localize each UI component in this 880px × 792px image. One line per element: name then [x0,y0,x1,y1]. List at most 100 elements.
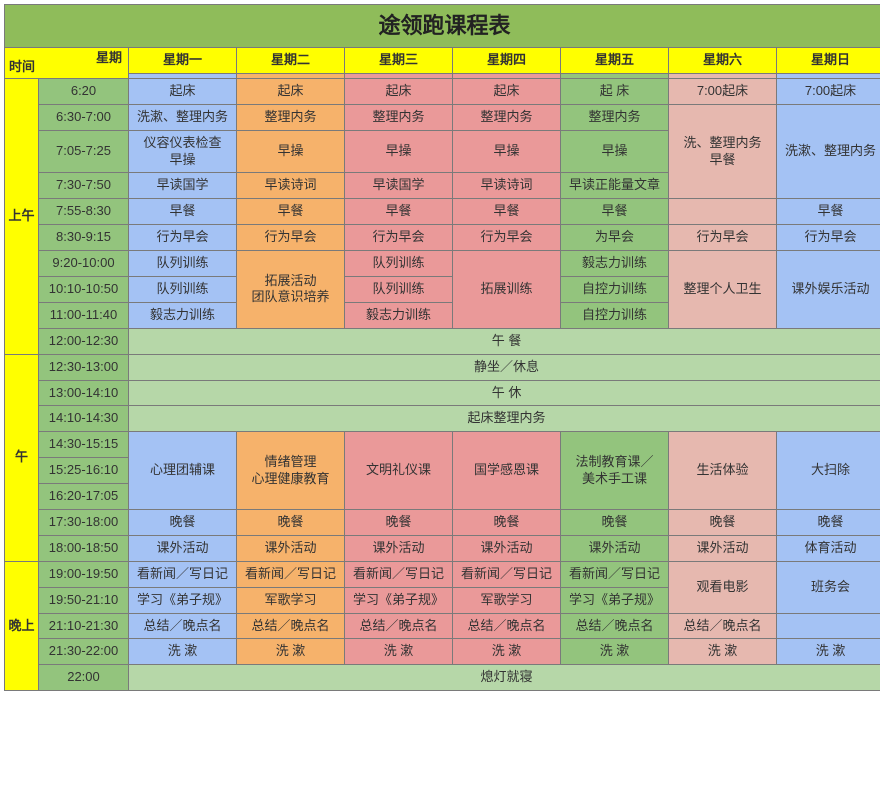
cell: 拓展活动团队意识培养 [237,251,345,329]
time-label: 12:30-13:00 [39,354,129,380]
cell [669,199,777,225]
cell: 毅志力训练 [129,302,237,328]
time-label: 11:00-11:40 [39,302,129,328]
period-noon: 午 [5,354,39,561]
corner-cell: 星期 时间 [5,48,129,79]
cell: 情绪管理心理健康教育 [237,432,345,510]
cell: 整理内务 [453,104,561,130]
cell: 洗漱、整理内务 [129,104,237,130]
cell: 行为早会 [777,225,880,251]
cell: 总结／晚点名 [237,613,345,639]
cell: 洗 漱 [777,639,880,665]
cell: 晚餐 [669,510,777,536]
cell: 起床 [453,78,561,104]
cell: 毅志力训练 [345,302,453,328]
cell: 心理团辅课 [129,432,237,510]
time-label: 22:00 [39,665,129,691]
cell: 早读国学 [129,173,237,199]
time-label: 6:20 [39,78,129,104]
cell: 早操 [561,130,669,173]
cell: 总结／晚点名 [561,613,669,639]
cell: 自控力训练 [561,302,669,328]
time-label: 19:50-21:10 [39,587,129,613]
time-label: 9:20-10:00 [39,251,129,277]
cell: 早操 [453,130,561,173]
period-evening: 晚上 [5,561,39,690]
day-header: 星期六 [669,48,777,74]
time-label: 7:05-7:25 [39,130,129,173]
cell: 体育活动 [777,535,880,561]
cell: 洗 漱 [345,639,453,665]
cell: 学习《弟子规》 [129,587,237,613]
full-row: 起床整理内务 [129,406,880,432]
cell: 看新闻／写日记 [345,561,453,587]
cell: 行为早会 [669,225,777,251]
cell: 早餐 [453,199,561,225]
time-label: 21:30-22:00 [39,639,129,665]
cell: 洗 漱 [237,639,345,665]
cell: 早读诗词 [237,173,345,199]
cell: 洗 漱 [453,639,561,665]
full-row: 午 餐 [129,328,880,354]
cell: 法制教育课／美术手工课 [561,432,669,510]
cell: 看新闻／写日记 [237,561,345,587]
cell: 7:00起床 [777,78,880,104]
cell: 队列训练 [345,251,453,277]
time-label: 18:00-18:50 [39,535,129,561]
cell: 队列训练 [129,277,237,303]
time-label: 19:00-19:50 [39,561,129,587]
time-label: 6:30-7:00 [39,104,129,130]
cell: 早读正能量文章 [561,173,669,199]
period-morning: 上午 [5,78,39,354]
cell: 课外活动 [345,535,453,561]
cell: 晚餐 [237,510,345,536]
cell: 早读诗词 [453,173,561,199]
cell: 毅志力训练 [561,251,669,277]
cell: 生活体验 [669,432,777,510]
time-label: 12:00-12:30 [39,328,129,354]
time-label: 7:55-8:30 [39,199,129,225]
cell: 行为早会 [345,225,453,251]
day-header: 星期日 [777,48,880,74]
time-label: 7:30-7:50 [39,173,129,199]
cell: 军歌学习 [453,587,561,613]
cell: 行为早会 [453,225,561,251]
cell: 早餐 [237,199,345,225]
cell: 仪容仪表检查早操 [129,130,237,173]
cell: 整理内务 [237,104,345,130]
cell: 看新闻／写日记 [129,561,237,587]
cell: 自控力训练 [561,277,669,303]
cell: 看新闻／写日记 [453,561,561,587]
cell: 早操 [237,130,345,173]
cell: 晚餐 [129,510,237,536]
cell: 早餐 [129,199,237,225]
cell: 课外活动 [129,535,237,561]
cell: 早餐 [561,199,669,225]
cell: 早餐 [777,199,880,225]
cell: 洗 漱 [129,639,237,665]
day-header: 星期一 [129,48,237,74]
corner-top: 星期 [96,50,122,67]
timetable: 途领跑课程表 星期 时间 星期一 星期二 星期三 星期四 星期五 星期六 星期日… [4,4,880,691]
cell: 课外活动 [453,535,561,561]
time-label: 17:30-18:00 [39,510,129,536]
table-title: 途领跑课程表 [5,5,880,48]
cell: 起床 [237,78,345,104]
cell: 国学感恩课 [453,432,561,510]
time-label: 14:30-15:15 [39,432,129,458]
cell: 7:00起床 [669,78,777,104]
cell: 起床 [129,78,237,104]
cell: 学习《弟子规》 [345,587,453,613]
cell: 军歌学习 [237,587,345,613]
time-label: 21:10-21:30 [39,613,129,639]
time-label: 13:00-14:10 [39,380,129,406]
cell: 队列训练 [129,251,237,277]
cell: 总结／晚点名 [345,613,453,639]
cell: 洗 漱 [561,639,669,665]
cell: 学习《弟子规》 [561,587,669,613]
cell: 早操 [345,130,453,173]
day-header: 星期四 [453,48,561,74]
cell: 整理内务 [345,104,453,130]
cell: 洗 漱 [669,639,777,665]
cell: 晚餐 [777,510,880,536]
